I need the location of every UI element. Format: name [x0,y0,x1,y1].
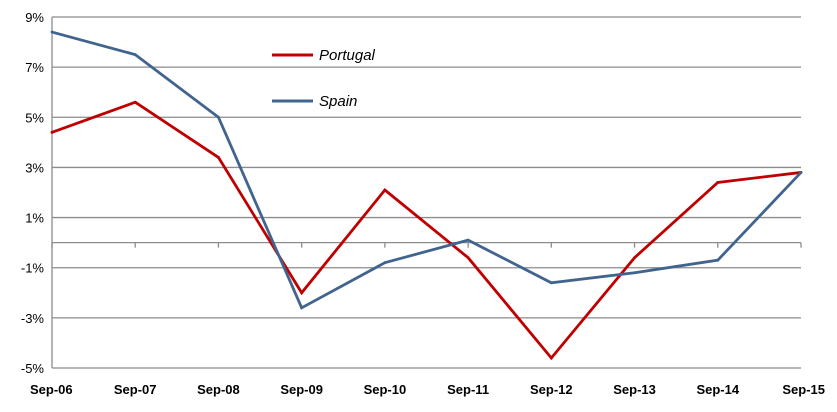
y-tick-label: 7% [25,60,44,75]
data-point-portugal [50,130,54,134]
legend-label-portugal: Portugal [319,47,376,64]
data-point-portugal [466,256,470,260]
y-tick-label: -5% [21,361,45,376]
x-tick-label: Sep-13 [613,382,656,397]
data-point-portugal [633,256,636,260]
x-tick-label: Sep-12 [530,382,573,397]
data-point-portugal [133,100,137,104]
y-tick-label: -3% [21,311,45,326]
axis-layer: 9% 7% 5% 3% 1% -1% -3% -5% Sep-06 Sep-07 Sep-08 Sep… [21,10,825,397]
data-point-portugal [549,356,553,360]
data-point-portugal [300,291,304,295]
y-tick-label: 1% [25,211,44,226]
data-point-spain [383,261,387,265]
grid-layer [52,16,801,369]
data-point-spain [50,30,54,34]
data-point-portugal [383,188,387,192]
x-tick-label: Sep-11 [447,382,489,397]
x-tick-label: Sep-10 [364,382,407,397]
data-point-portugal [217,156,220,159]
data-point-portugal [716,181,720,184]
legend-label-spain: Spain [319,93,357,110]
x-tick-label: Sep-09 [280,382,323,397]
x-tick-label: Sep-07 [114,382,157,397]
x-tick-label: Sep-08 [197,382,240,397]
x-tick-label: Sep-15 [782,382,825,397]
x-tick-label: Sep-06 [30,382,73,397]
legend: Portugal Spain [272,47,376,110]
data-point-spain [799,171,803,174]
series-line-portugal [51,100,802,361]
series-line-spain [51,30,803,310]
data-point-spain [300,306,304,310]
data-point-spain [633,271,636,275]
y-tick-label: -1% [21,261,45,276]
y-tick-label: 9% [25,10,44,25]
data-point-spain [549,281,553,285]
y-tick-label: 5% [25,110,44,125]
series-layer [50,30,803,361]
data-point-spain [466,238,470,242]
x-tick-label: Sep-14 [696,382,739,397]
y-tick-label: 3% [25,160,44,175]
data-point-spain [133,53,137,57]
data-point-spain [217,115,220,119]
data-point-spain [716,258,720,262]
